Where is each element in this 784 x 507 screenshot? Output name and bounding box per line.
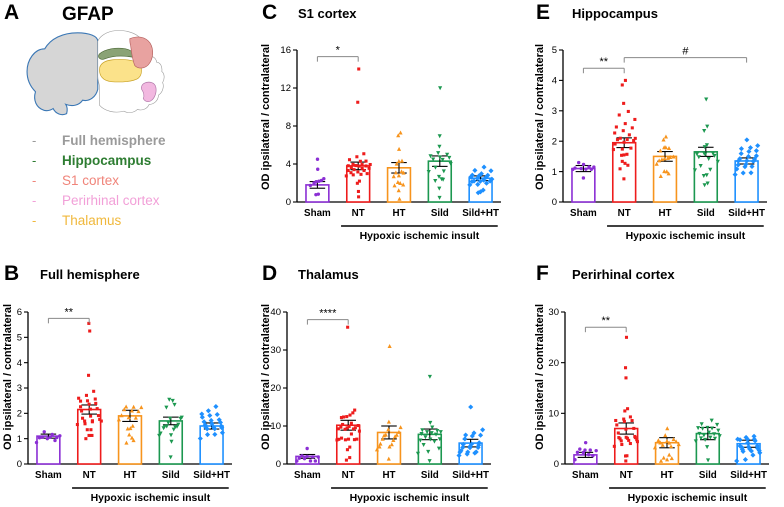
svg-text:Hypoxic ischemic insult: Hypoxic ischemic insult — [628, 492, 748, 504]
svg-text:*: * — [336, 45, 341, 57]
svg-text:Sham: Sham — [304, 208, 331, 219]
svg-text:HT: HT — [660, 470, 673, 481]
svg-text:Hypoxic ischemic insult: Hypoxic ischemic insult — [360, 230, 480, 242]
svg-text:NT: NT — [352, 208, 365, 219]
svg-text:3: 3 — [17, 383, 22, 394]
svg-text:0: 0 — [17, 459, 22, 470]
svg-text:Sild+HT: Sild+HT — [730, 470, 767, 481]
svg-text:HT: HT — [658, 208, 671, 219]
svg-text:5: 5 — [552, 45, 557, 56]
svg-text:3: 3 — [552, 106, 557, 117]
svg-text:4: 4 — [17, 358, 22, 369]
svg-text:4: 4 — [552, 76, 557, 87]
svg-text:HT: HT — [123, 470, 136, 481]
svg-text:Sild: Sild — [431, 208, 449, 219]
svg-text:0: 0 — [552, 197, 557, 208]
svg-text:20: 20 — [270, 383, 281, 394]
svg-text:30: 30 — [270, 345, 281, 356]
svg-text:Hypoxic ischemic insult: Hypoxic ischemic insult — [626, 230, 746, 242]
svg-text:Hypoxic ischemic insult: Hypoxic ischemic insult — [350, 492, 470, 504]
svg-text:6: 6 — [17, 307, 22, 318]
svg-text:NT: NT — [342, 470, 355, 481]
svg-text:**: ** — [65, 306, 74, 318]
svg-text:Sham: Sham — [294, 470, 321, 481]
svg-text:10: 10 — [548, 409, 559, 420]
svg-text:Sild+HT: Sild+HT — [462, 208, 499, 219]
svg-text:0: 0 — [276, 459, 281, 470]
svg-text:1: 1 — [17, 434, 22, 445]
svg-text:**: ** — [602, 315, 611, 327]
svg-text:Sild: Sild — [162, 470, 180, 481]
svg-text:2: 2 — [17, 409, 22, 420]
svg-text:****: **** — [319, 308, 337, 320]
svg-text:HT: HT — [382, 470, 395, 481]
svg-text:Sham: Sham — [570, 208, 597, 219]
svg-text:HT: HT — [392, 208, 405, 219]
svg-text:**: ** — [600, 56, 609, 68]
svg-text:Sild+HT: Sild+HT — [452, 470, 489, 481]
svg-text:0: 0 — [554, 459, 559, 470]
svg-text:12: 12 — [280, 83, 291, 94]
svg-text:#: # — [682, 46, 689, 58]
svg-text:Sild: Sild — [699, 470, 717, 481]
svg-text:Sham: Sham — [572, 470, 599, 481]
svg-text:30: 30 — [548, 307, 559, 318]
svg-text:NT: NT — [83, 470, 96, 481]
svg-text:Hypoxic ischemic insult: Hypoxic ischemic insult — [91, 492, 211, 504]
svg-text:Sild: Sild — [697, 208, 715, 219]
svg-text:10: 10 — [270, 421, 281, 432]
svg-text:0: 0 — [286, 197, 291, 208]
svg-text:8: 8 — [286, 121, 291, 132]
svg-text:4: 4 — [286, 159, 291, 170]
svg-text:5: 5 — [17, 333, 22, 344]
svg-text:Sild+HT: Sild+HT — [193, 470, 230, 481]
svg-text:NT: NT — [618, 208, 631, 219]
svg-text:1: 1 — [552, 167, 557, 178]
svg-text:Sild: Sild — [421, 470, 439, 481]
svg-text:Sham: Sham — [35, 470, 62, 481]
svg-text:Sild+HT: Sild+HT — [728, 208, 765, 219]
svg-text:16: 16 — [280, 45, 291, 56]
svg-text:40: 40 — [270, 307, 281, 318]
svg-text:20: 20 — [548, 358, 559, 369]
svg-text:2: 2 — [552, 136, 557, 147]
svg-text:NT: NT — [620, 470, 633, 481]
